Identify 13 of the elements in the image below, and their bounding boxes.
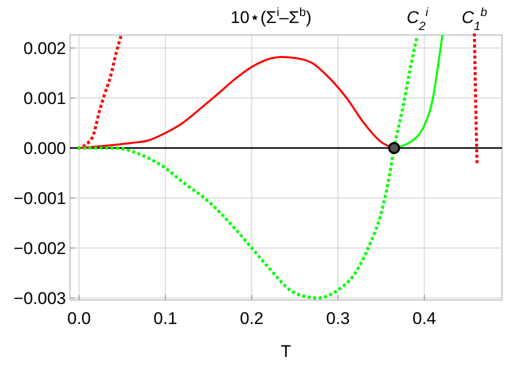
y-tick-label: −0.002	[14, 239, 66, 258]
y-tick-label: 0.001	[23, 89, 66, 108]
y-tick-label: −0.003	[14, 289, 66, 308]
x-tick-label: 0.4	[412, 309, 436, 328]
y-tick-label: −0.001	[14, 189, 66, 208]
chart-title: 10⋆(Σ$^{i}$–Σ$^{b}$)	[230, 5, 312, 27]
x-axis-title: T	[280, 342, 292, 361]
x-tick-label: 0.3	[326, 309, 350, 328]
x-tick-label: 0.0	[67, 309, 91, 328]
y-tick-label: 0.000	[23, 139, 66, 158]
x-tick-label: 0.2	[240, 309, 264, 328]
y-tick-label: 0.002	[23, 39, 66, 58]
x-tick-label: 0.1	[154, 309, 178, 328]
